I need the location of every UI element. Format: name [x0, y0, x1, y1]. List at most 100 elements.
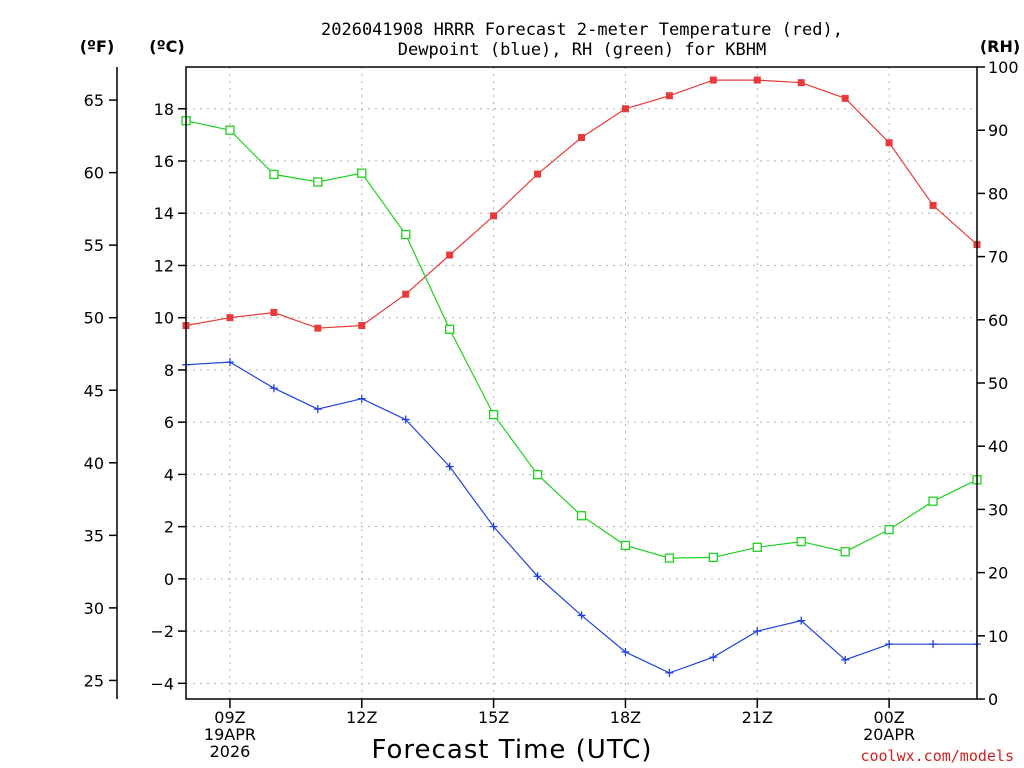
rh-tick-label: 20 — [988, 564, 1008, 583]
dewpoint-point — [577, 611, 586, 620]
rh-tick-label: 60 — [988, 311, 1008, 330]
temperature-point — [665, 92, 673, 100]
rh-point — [664, 553, 675, 563]
dewpoint-point — [885, 640, 894, 649]
dewpoint-point — [489, 522, 498, 531]
rh-tick-label: 50 — [988, 374, 1008, 393]
dewpoint-point — [445, 462, 454, 471]
celsius-tick-label: −2 — [150, 622, 174, 641]
temperature-series — [182, 76, 981, 332]
rh-point — [752, 542, 762, 552]
celsius-tick-label: 10 — [154, 309, 174, 328]
dewpoint-point — [753, 627, 762, 636]
rh-point — [796, 536, 806, 547]
rh-tick-label: 40 — [988, 437, 1008, 456]
rh-point — [576, 511, 587, 521]
temperature-point — [534, 170, 542, 178]
x-tick-label: 12Z — [346, 708, 377, 727]
fahrenheit-tick-label: 60 — [84, 164, 104, 183]
temperature-point — [621, 105, 629, 113]
celsius-tick-label: 0 — [164, 570, 174, 589]
temperature-point — [885, 139, 893, 147]
rh-point — [445, 324, 455, 334]
celsius-tick-label: 18 — [154, 100, 174, 119]
temperature-line — [185, 79, 978, 329]
celsius-tick-label: 14 — [154, 204, 174, 223]
dewpoint-point — [621, 647, 630, 656]
fahrenheit-tick-label: 55 — [84, 236, 104, 255]
plot-frame — [185, 66, 978, 700]
rh-point — [532, 469, 543, 480]
temperature-point — [226, 314, 234, 322]
temperature-point — [490, 212, 498, 220]
rh-point — [840, 547, 850, 557]
rh-point — [401, 229, 411, 240]
credit-text: coolwx.com/models — [860, 747, 1014, 765]
dewpoint-point — [225, 358, 234, 367]
celsius-unit-label: (ºC) — [149, 37, 184, 56]
rh-tick-label: 10 — [988, 627, 1008, 646]
temperature-point — [358, 322, 366, 330]
dewpoint-point — [929, 640, 938, 649]
celsius-tick-label: 2 — [164, 518, 174, 537]
x-tick-label: 2026 — [210, 742, 251, 761]
temperature-point — [709, 76, 717, 84]
rh-tick-label: 90 — [988, 121, 1008, 140]
x-tick-label: 21Z — [742, 708, 773, 727]
celsius-tick-label: 8 — [164, 361, 174, 380]
x-tick-label: 19APR — [204, 725, 256, 744]
grid-lines — [186, 67, 977, 699]
dewpoint-point — [709, 653, 718, 662]
fahrenheit-tick-label: 45 — [84, 381, 104, 400]
celsius-tick-label: 16 — [154, 152, 174, 171]
chart-title-line-2: Dewpoint (blue), RH (green) for KBHM — [398, 40, 766, 60]
x-tick-label: 00Z — [873, 708, 904, 727]
rh-tick-label: 0 — [988, 690, 998, 709]
dewpoint-point — [797, 616, 806, 625]
temperature-point — [402, 290, 410, 298]
temperature-point — [797, 79, 805, 87]
rh-point — [488, 409, 499, 420]
rh-point — [884, 524, 894, 535]
celsius-tick-label: 6 — [164, 413, 174, 432]
fahrenheit-tick-label: 30 — [84, 599, 104, 618]
temperature-point — [270, 308, 278, 316]
rh-tick-label: 80 — [988, 184, 1008, 203]
fahrenheit-unit-label: (ºF) — [80, 37, 115, 56]
rh-point — [313, 177, 323, 187]
fahrenheit-tick-label: 50 — [84, 309, 104, 328]
dewpoint-point — [841, 655, 850, 664]
temperature-point — [314, 324, 322, 332]
dewpoint-point — [665, 668, 674, 677]
rh-unit-label: (RH) — [980, 37, 1020, 56]
dewpoint-point — [401, 415, 410, 424]
x-tick-label: 20APR — [863, 725, 915, 744]
temperature-point — [929, 201, 937, 209]
temperature-point — [446, 251, 454, 259]
x-axis-title: Forecast Time (UTC) — [371, 735, 652, 765]
x-tick-label: 09Z — [214, 708, 245, 727]
celsius-tick-label: 12 — [154, 256, 174, 275]
x-tick-label: 15Z — [478, 708, 509, 727]
fahrenheit-tick-label: 65 — [84, 91, 104, 110]
temperature-point — [841, 94, 849, 102]
rh-point — [357, 168, 367, 178]
celsius-axis: 18 16 14 12 10 8 6 4 2 0 −2 −4 — [150, 100, 186, 693]
chart-title-line-1: 2026041908 HRRR Forecast 2-meter Tempera… — [321, 20, 843, 40]
rh-point — [928, 496, 938, 506]
rh-point — [620, 540, 631, 551]
rh-point — [708, 552, 718, 563]
temperature-point — [753, 76, 761, 84]
rh-tick-label: 100 — [988, 58, 1019, 77]
rh-tick-label: 70 — [988, 248, 1008, 267]
fahrenheit-tick-label: 40 — [84, 454, 104, 473]
temperature-point — [578, 134, 585, 142]
rh-tick-label: 30 — [988, 500, 1008, 519]
dewpoint-point — [533, 572, 542, 581]
rh-line — [185, 120, 978, 559]
fahrenheit-axis: 65 60 55 50 45 40 35 30 25 — [84, 67, 118, 699]
celsius-tick-label: 4 — [164, 465, 174, 484]
